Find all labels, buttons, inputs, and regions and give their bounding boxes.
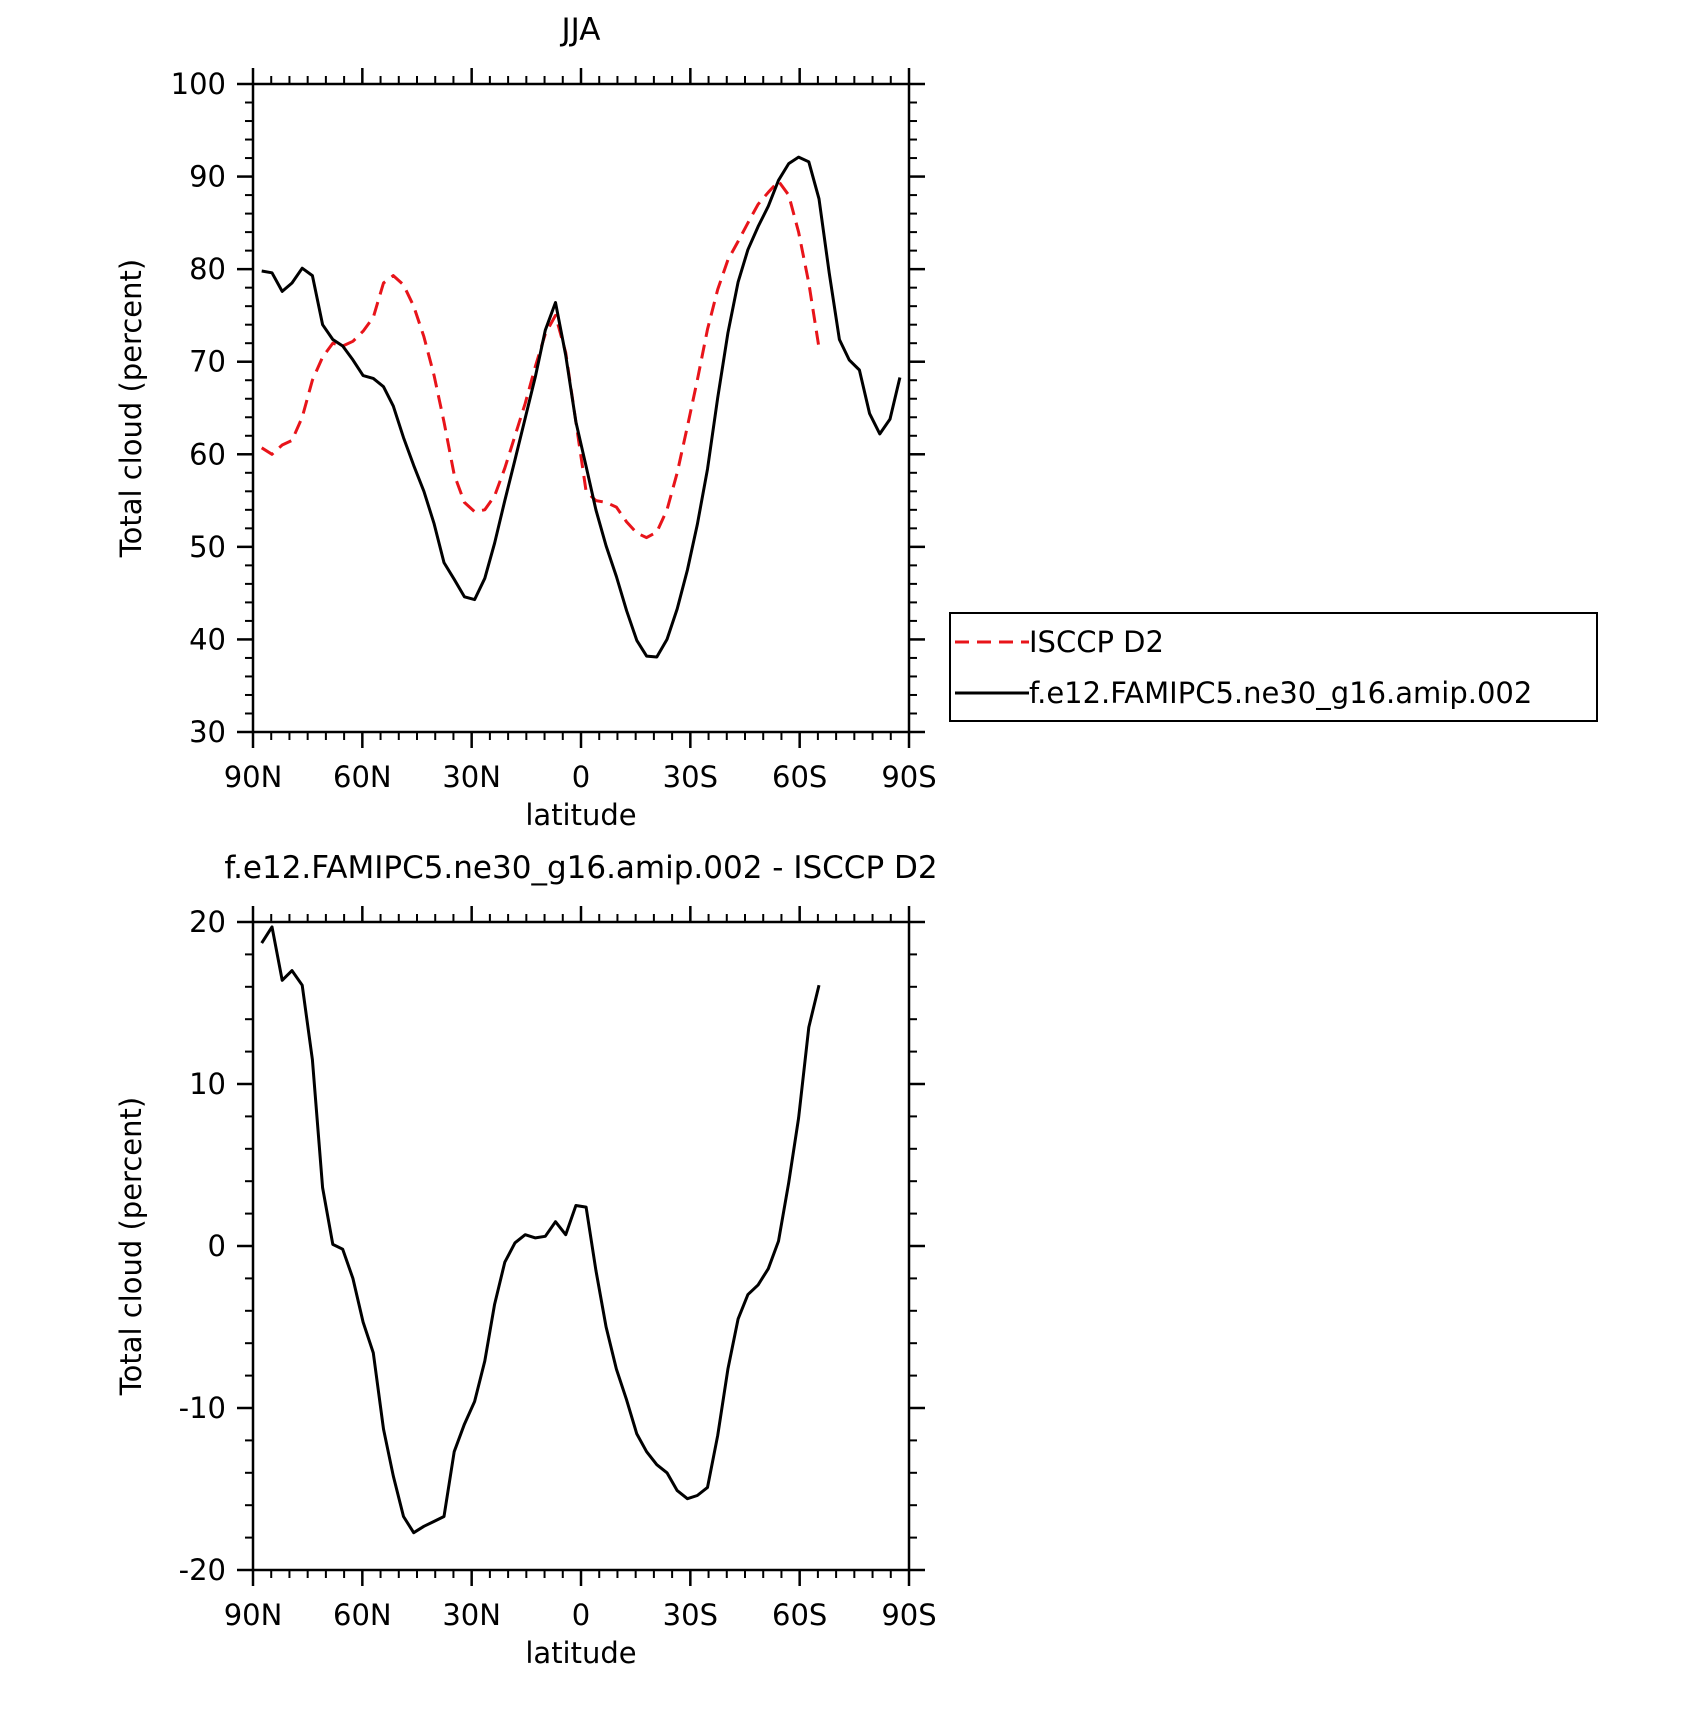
- y-tick-label: 30: [189, 715, 226, 749]
- x-tick-label: 30S: [663, 1598, 718, 1632]
- y-tick-label: 50: [189, 530, 226, 564]
- y-tick-label: 100: [171, 67, 226, 101]
- plot-frame: [251, 920, 911, 1572]
- plot: f.e12.FAMIPC5.ne30_g16.amip.002 - ISCCP …: [114, 850, 938, 1670]
- x-tick-label: 90S: [881, 1598, 936, 1632]
- x-tick-label: 60N: [333, 1598, 392, 1632]
- x-tick-label: 30N: [442, 760, 501, 794]
- chart-title: JJA: [560, 12, 601, 48]
- x-tick-label: 90N: [224, 760, 283, 794]
- x-tick-label: 0: [572, 1598, 590, 1632]
- x-tick-label: 60S: [772, 760, 827, 794]
- legend-label: ISCCP D2: [1029, 625, 1164, 659]
- x-tick-label: 90S: [881, 760, 936, 794]
- plot-frame: [251, 82, 911, 734]
- x-tick-label: 30S: [663, 760, 718, 794]
- x-axis-label: latitude: [525, 1636, 636, 1670]
- y-tick-label: 10: [189, 1067, 226, 1101]
- y-tick-label: 80: [189, 252, 226, 286]
- x-tick-label: 60N: [333, 760, 392, 794]
- y-tick-label: -20: [179, 1553, 226, 1587]
- legend-box: [949, 612, 1598, 722]
- y-tick-label: 0: [208, 1229, 226, 1263]
- y-axis-label: Total cloud (percent): [114, 259, 148, 558]
- y-tick-label: 40: [189, 622, 226, 656]
- data-line: [260, 925, 821, 1535]
- data-line: [261, 155, 902, 659]
- chart-title: f.e12.FAMIPC5.ne30_g16.amip.002 - ISCCP …: [224, 850, 937, 886]
- y-axis-label: Total cloud (percent): [114, 1097, 148, 1396]
- x-tick-label: 90N: [224, 1598, 283, 1632]
- y-tick-label: 70: [189, 345, 226, 379]
- x-axis-label: latitude: [525, 798, 636, 832]
- y-tick-label: 60: [189, 437, 226, 471]
- plot: JJA latitude Total cloud (percent) 30 40 50 60…: [114, 12, 1598, 832]
- legend-label: f.e12.FAMIPC5.ne30_g16.amip.002: [1029, 676, 1532, 710]
- y-tick-label: -10: [179, 1391, 226, 1425]
- data-line: [260, 179, 821, 540]
- y-tick-label: 90: [189, 160, 226, 194]
- legend: ISCCP D2 f.e12.FAMIPC5.ne30_g16.amip.002: [949, 612, 1598, 722]
- y-tick-label: 20: [189, 905, 226, 939]
- x-tick-label: 60S: [772, 1598, 827, 1632]
- x-tick-label: 0: [572, 760, 590, 794]
- x-tick-label: 30N: [442, 1598, 501, 1632]
